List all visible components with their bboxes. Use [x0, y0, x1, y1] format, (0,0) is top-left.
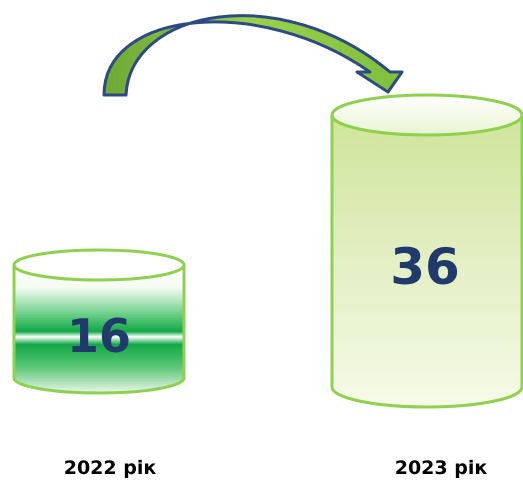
cylinder-2023: 36: [330, 93, 523, 409]
cylinder-2022: 16: [12, 248, 186, 395]
year-label-2022: 2022 рік: [64, 457, 157, 479]
year-label-2023: 2023 рік: [395, 457, 488, 479]
value-2022: 16: [67, 309, 131, 363]
value-2023: 36: [390, 238, 460, 296]
growth-arrow-icon: [102, 14, 404, 97]
